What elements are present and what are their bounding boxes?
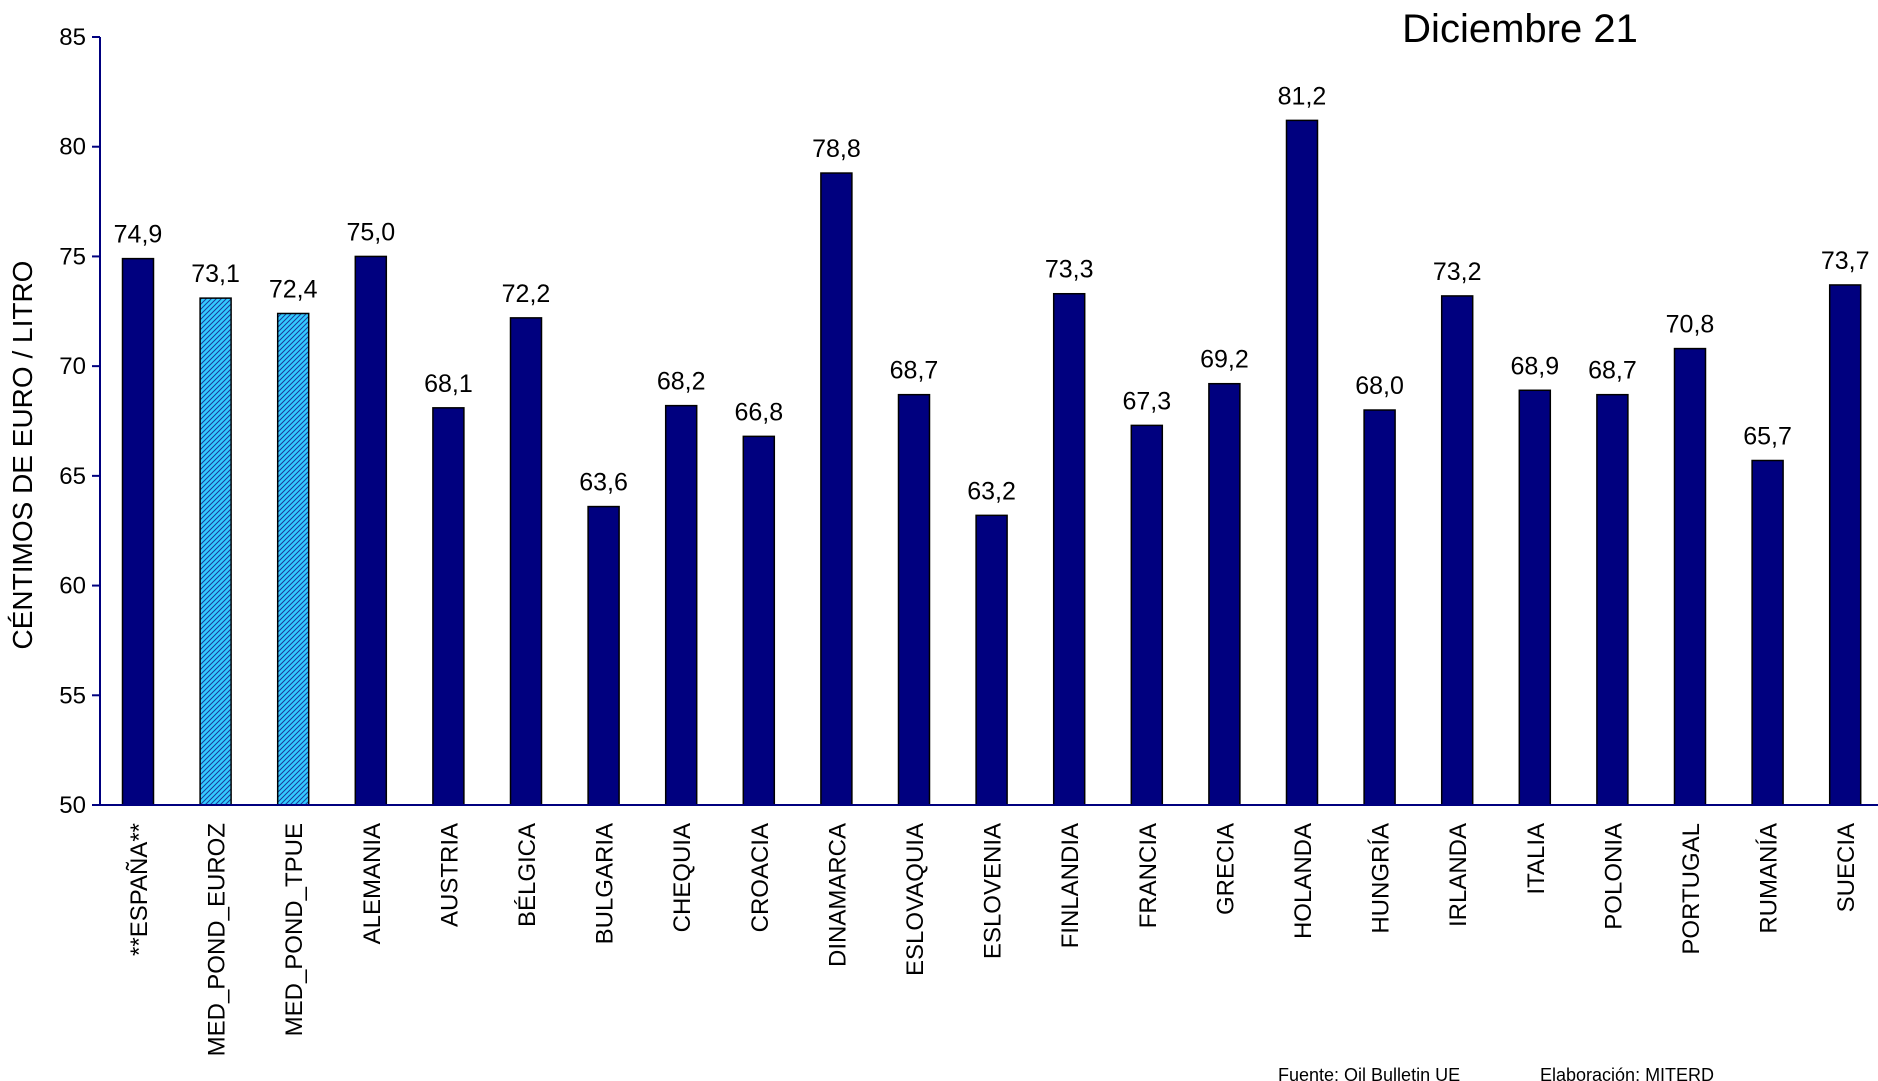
bar-francia (1130, 424, 1164, 806)
data-label-chequia: 68,2 (657, 368, 706, 396)
bar-polonia (1596, 393, 1629, 806)
x-tick-label-espana: **ESPAÑA** (126, 823, 153, 956)
bar-hungria (1363, 409, 1396, 806)
y-tick-label: 60 (59, 573, 86, 600)
data-label-belgica: 72,2 (502, 280, 551, 308)
x-tick-label-bulgaria: BULGARIA (592, 823, 619, 944)
data-label-eslovenia: 63,2 (967, 477, 1016, 505)
bar-irlanda (1440, 295, 1474, 806)
y-tick-label: 80 (59, 134, 86, 161)
x-tick-label-eslovaquia: ESLOVAQUIA (902, 823, 929, 976)
bar-eslovenia (975, 514, 1008, 806)
bar-chequia (664, 404, 698, 806)
y-tick-label: 65 (59, 463, 86, 490)
source-note: Fuente: Oil Bulletin UE (1278, 1065, 1460, 1081)
bars (121, 119, 1862, 806)
bar-italia (1518, 389, 1552, 806)
x-tick-label-finlandia: FINLANDIA (1057, 823, 1084, 948)
data-labels: 74,9 73,1 72,4 75,0 68,1 72,2 63,6 68,2 66,8 78,8… (114, 82, 1870, 505)
bar-finlandia (1052, 292, 1086, 806)
x-tick-label-holanda: HOLANDA (1290, 823, 1317, 939)
x-tick-label-irlanda: IRLANDA (1445, 823, 1472, 927)
x-tick-label-chequia: CHEQUIA (669, 823, 696, 932)
bar-med-pond-euroz (199, 297, 232, 806)
x-tick-label-alemania: ALEMANIA (359, 823, 386, 944)
bar-holanda (1285, 119, 1319, 806)
data-label-espana: 74,9 (114, 221, 163, 249)
bar-alemania (354, 255, 388, 806)
bar-suecia (1828, 284, 1862, 806)
data-label-italia: 68,9 (1510, 352, 1559, 380)
bar-dinamarca (820, 172, 853, 806)
y-axis-ticks: 50 55 60 65 70 75 80 85 (59, 24, 100, 819)
data-label-rumania: 65,7 (1743, 422, 1792, 450)
x-tick-label-hungria: HUNGRÍA (1368, 823, 1395, 934)
data-label-croacia: 66,8 (734, 398, 783, 426)
y-tick-label: 50 (59, 792, 86, 819)
data-label-bulgaria: 63,6 (579, 469, 628, 497)
data-label-med-pond-tpue: 72,4 (269, 275, 318, 303)
bar-eslovaquia (897, 393, 931, 806)
data-label-hungria: 68,0 (1355, 372, 1404, 400)
data-label-holanda: 81,2 (1278, 82, 1327, 110)
bar-austria (432, 407, 465, 806)
data-label-portugal: 70,8 (1666, 311, 1715, 339)
bar-espana (121, 257, 155, 806)
x-tick-label-belgica: BÉLGICA (514, 823, 541, 927)
x-axis-ticks: **ESPAÑA** MED_POND_EUROZ MED_POND_TPUE ALE… (126, 823, 1860, 1056)
data-label-dinamarca: 78,8 (812, 135, 861, 163)
bar-bulgaria (587, 505, 620, 806)
x-tick-label-portugal: PORTUGAL (1678, 823, 1705, 955)
data-label-polonia: 68,7 (1588, 357, 1637, 385)
y-tick-label: 55 (59, 682, 86, 709)
x-tick-label-rumania: RUMANÍA (1756, 823, 1783, 934)
data-label-alemania: 75,0 (346, 218, 395, 246)
x-tick-label-italia: ITALIA (1523, 823, 1550, 895)
x-tick-label-austria: AUSTRIA (436, 823, 463, 927)
data-label-eslovaquia: 68,7 (890, 357, 939, 385)
data-label-finlandia: 73,3 (1045, 256, 1094, 284)
x-tick-label-eslovenia: ESLOVENIA (980, 823, 1007, 959)
y-tick-label: 85 (59, 24, 86, 51)
data-label-irlanda: 73,2 (1433, 258, 1482, 286)
credit-note: Elaboración: MITERD (1540, 1065, 1714, 1081)
chart-title: Diciembre 21 (1402, 7, 1638, 51)
y-tick-label: 75 (59, 243, 86, 270)
x-tick-label-francia: FRANCIA (1135, 823, 1162, 928)
y-tick-label: 70 (59, 353, 86, 380)
data-label-francia: 67,3 (1122, 387, 1171, 415)
y-axis-label: CÉNTIMOS DE EURO / LITRO (7, 261, 38, 650)
x-tick-label-suecia: SUECIA (1833, 823, 1860, 912)
bar-belgica (509, 317, 543, 806)
x-tick-label-grecia: GRECIA (1212, 823, 1239, 915)
x-tick-label-dinamarca: DINAMARCA (824, 823, 851, 967)
x-tick-label-med-pond-tpue: MED_POND_TPUE (281, 823, 308, 1036)
bar-croacia (742, 435, 776, 806)
bar-grecia (1208, 382, 1241, 806)
x-tick-label-polonia: POLONIA (1600, 823, 1627, 930)
data-label-grecia: 69,2 (1200, 346, 1249, 374)
bar-portugal (1673, 347, 1707, 806)
x-tick-label-med-pond-euroz: MED_POND_EUROZ (204, 823, 231, 1056)
x-tick-label-croacia: CROACIA (747, 823, 774, 932)
data-label-austria: 68,1 (424, 370, 473, 398)
bar-rumania (1751, 459, 1784, 806)
bar-med-pond-tpue (276, 312, 310, 806)
data-label-med-pond-euroz: 73,1 (191, 260, 240, 288)
data-label-suecia: 73,7 (1821, 247, 1870, 275)
